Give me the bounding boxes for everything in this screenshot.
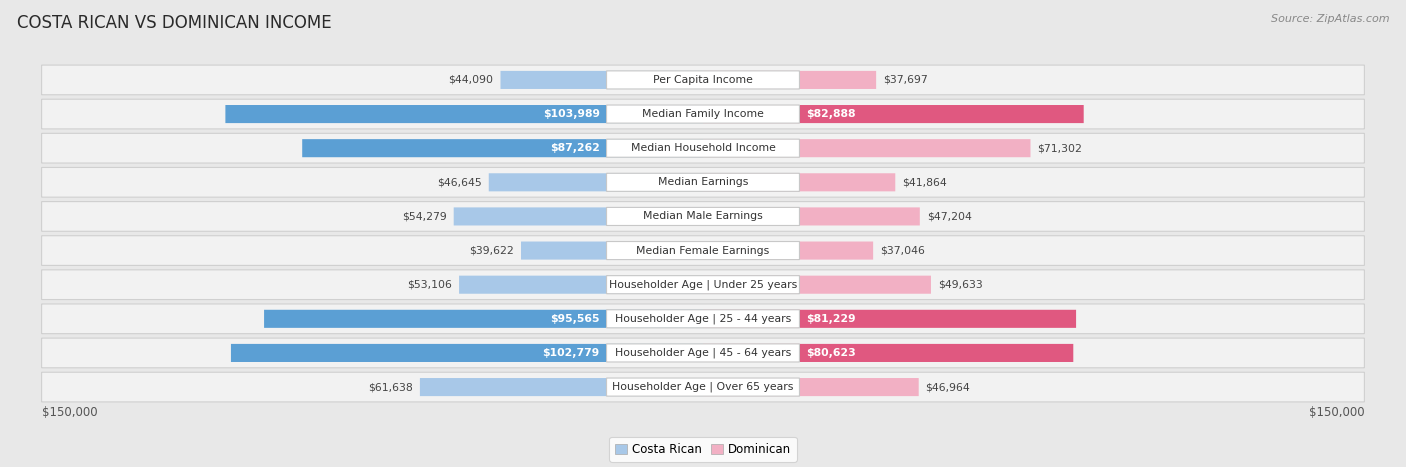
FancyBboxPatch shape [225,105,703,123]
Text: COSTA RICAN VS DOMINICAN INCOME: COSTA RICAN VS DOMINICAN INCOME [17,14,332,32]
FancyBboxPatch shape [606,344,800,362]
FancyBboxPatch shape [264,310,703,328]
Text: Median Family Income: Median Family Income [643,109,763,119]
FancyBboxPatch shape [703,276,931,294]
FancyBboxPatch shape [454,207,703,226]
FancyBboxPatch shape [42,304,1364,333]
FancyBboxPatch shape [703,139,1031,157]
Text: $103,989: $103,989 [543,109,599,119]
FancyBboxPatch shape [420,378,703,396]
Text: $39,622: $39,622 [470,246,515,255]
Text: Householder Age | Over 65 years: Householder Age | Over 65 years [612,382,794,392]
FancyBboxPatch shape [42,168,1364,197]
Text: Median Earnings: Median Earnings [658,177,748,187]
Text: Per Capita Income: Per Capita Income [652,75,754,85]
Text: Median Female Earnings: Median Female Earnings [637,246,769,255]
Text: Householder Age | 25 - 44 years: Householder Age | 25 - 44 years [614,313,792,324]
Text: $37,697: $37,697 [883,75,928,85]
Text: $49,633: $49,633 [938,280,983,290]
FancyBboxPatch shape [703,105,1084,123]
Text: $54,279: $54,279 [402,212,447,221]
FancyBboxPatch shape [703,344,1073,362]
Text: $46,964: $46,964 [925,382,970,392]
FancyBboxPatch shape [606,241,800,260]
FancyBboxPatch shape [606,139,800,157]
FancyBboxPatch shape [703,378,918,396]
FancyBboxPatch shape [703,207,920,226]
Text: $71,302: $71,302 [1038,143,1083,153]
FancyBboxPatch shape [42,236,1364,265]
FancyBboxPatch shape [606,173,800,191]
FancyBboxPatch shape [606,378,800,396]
Text: Median Household Income: Median Household Income [630,143,776,153]
Legend: Costa Rican, Dominican: Costa Rican, Dominican [609,437,797,462]
Text: $53,106: $53,106 [408,280,453,290]
Text: $150,000: $150,000 [1309,406,1364,419]
FancyBboxPatch shape [42,270,1364,299]
FancyBboxPatch shape [460,276,703,294]
FancyBboxPatch shape [302,139,703,157]
Text: $44,090: $44,090 [449,75,494,85]
FancyBboxPatch shape [606,207,800,226]
FancyBboxPatch shape [42,99,1364,129]
Text: $47,204: $47,204 [927,212,972,221]
Text: $61,638: $61,638 [368,382,413,392]
FancyBboxPatch shape [501,71,703,89]
FancyBboxPatch shape [606,71,800,89]
Text: Householder Age | 45 - 64 years: Householder Age | 45 - 64 years [614,348,792,358]
Text: $81,229: $81,229 [807,314,856,324]
FancyBboxPatch shape [42,372,1364,402]
FancyBboxPatch shape [703,310,1076,328]
Text: Median Male Earnings: Median Male Earnings [643,212,763,221]
FancyBboxPatch shape [42,202,1364,231]
Text: $87,262: $87,262 [550,143,599,153]
Text: Source: ZipAtlas.com: Source: ZipAtlas.com [1271,14,1389,24]
FancyBboxPatch shape [42,65,1364,95]
FancyBboxPatch shape [703,241,873,260]
Text: $80,623: $80,623 [807,348,856,358]
FancyBboxPatch shape [231,344,703,362]
FancyBboxPatch shape [42,134,1364,163]
Text: $95,565: $95,565 [550,314,599,324]
Text: $37,046: $37,046 [880,246,925,255]
FancyBboxPatch shape [606,276,800,294]
Text: $150,000: $150,000 [42,406,97,419]
Text: $102,779: $102,779 [543,348,599,358]
FancyBboxPatch shape [42,338,1364,368]
Text: $41,864: $41,864 [903,177,946,187]
FancyBboxPatch shape [489,173,703,191]
FancyBboxPatch shape [703,71,876,89]
FancyBboxPatch shape [522,241,703,260]
FancyBboxPatch shape [703,173,896,191]
FancyBboxPatch shape [606,310,800,328]
Text: $46,645: $46,645 [437,177,482,187]
Text: $82,888: $82,888 [807,109,856,119]
Text: Householder Age | Under 25 years: Householder Age | Under 25 years [609,279,797,290]
FancyBboxPatch shape [606,105,800,123]
